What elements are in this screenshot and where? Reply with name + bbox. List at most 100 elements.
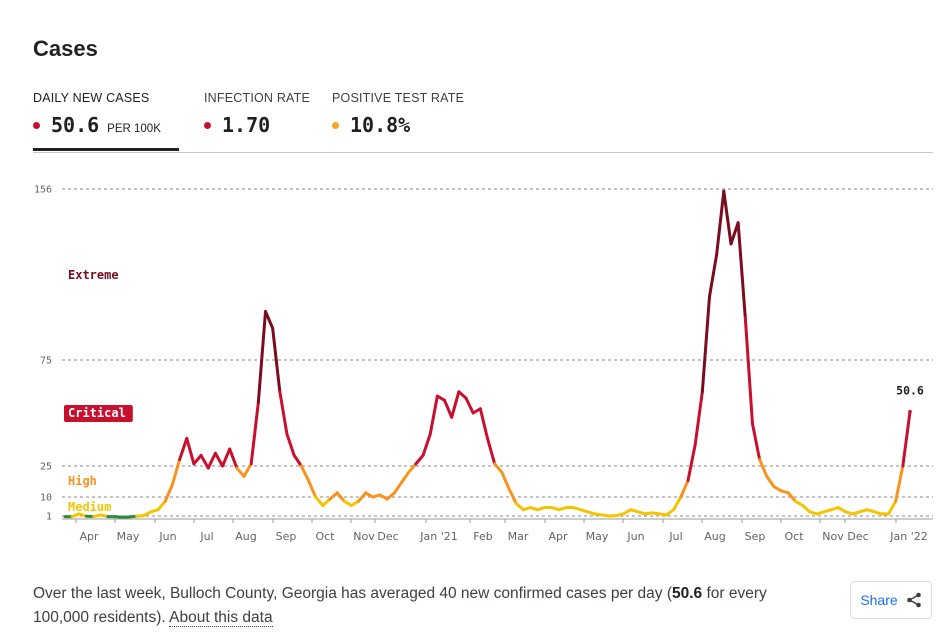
series-line-segment (457, 390, 468, 400)
zone-label: Critical (68, 406, 126, 420)
series-line-segment (264, 309, 275, 330)
series-line-segment (707, 252, 719, 299)
series-line-segment (750, 422, 762, 462)
x-tick-label: Feb (473, 530, 492, 543)
tab-value: 1.70 (222, 113, 271, 137)
tab-value: 50.6 (51, 113, 100, 137)
series-line-segment (715, 189, 726, 256)
last-data-point (908, 409, 912, 414)
page-title: Cases (33, 36, 98, 61)
series-line-segment (450, 390, 461, 419)
series-line-segment (901, 410, 912, 468)
series-line-segment (357, 491, 368, 503)
series-line-segment (228, 447, 239, 470)
series-line-segment (464, 396, 475, 415)
series-line-segment (271, 326, 282, 394)
series-line-segment (178, 436, 189, 462)
cases-chart: 1 10 25 75 156 Extreme Critical High Medium Apr… (34, 185, 933, 543)
caption-value: 50.6 (672, 585, 703, 602)
share-label: Share (860, 592, 898, 608)
series-line-segment (249, 400, 260, 466)
series-line-segment (278, 390, 289, 436)
x-tick-label: Sep (745, 530, 766, 543)
series-line-segment (392, 481, 404, 495)
tab-infection-rate[interactable]: INFECTION RATE 1.70 (204, 90, 314, 151)
series-line-segment (385, 491, 396, 501)
tab-daily-new-cases[interactable]: DAILY NEW CASES 50.6 PER 100K (33, 90, 179, 151)
x-tick-label: Jun (158, 530, 176, 543)
series-line-segment (887, 499, 898, 516)
x-tick-label: Aug (235, 530, 256, 543)
series-line-segment (242, 462, 253, 478)
series-line-segment (500, 470, 511, 491)
tab-unit: PER 100K (107, 123, 161, 135)
x-tick-label: Dec (377, 530, 398, 543)
x-tick-label: Jan '21 (419, 530, 457, 543)
series-line-segment (328, 491, 339, 501)
x-tick-label: Jul (199, 530, 213, 543)
summary-caption: Over the last week, Bulloch County, Geor… (33, 582, 823, 630)
x-tick-label: Nov (353, 530, 375, 543)
about-data-link[interactable]: About this data (169, 609, 273, 627)
zone-badge (64, 405, 133, 422)
tab-label: INFECTION RATE (204, 91, 311, 105)
series-line-segment (170, 458, 182, 487)
series-line-segment (400, 470, 411, 485)
zone-label: High (68, 474, 97, 488)
series-line-segment (700, 295, 711, 394)
series-line-segment (285, 432, 296, 457)
series-line-segment (314, 495, 325, 507)
series-line-segment (156, 499, 167, 512)
y-tick-label: 25 (40, 462, 52, 473)
series-line-segment (686, 443, 697, 482)
series-line-segment (213, 451, 225, 468)
series-line-segment (256, 309, 268, 404)
x-tick-label: Jan '22 (889, 530, 927, 543)
series-line-segment (786, 491, 797, 503)
series-line-segment (693, 390, 704, 447)
tab-label: DAILY NEW CASES (33, 91, 150, 105)
series-line-segment (743, 316, 754, 426)
x-tick-label: Mar (508, 530, 529, 543)
caption-text: for every 100,000 residents). (33, 585, 767, 626)
x-tick-label: Jun (626, 530, 644, 543)
series-line-segment (292, 453, 303, 468)
series-line-segment (299, 464, 310, 482)
series-line-segment (335, 491, 346, 503)
tab-label: POSITIVE TEST RATE (332, 91, 465, 105)
series-line-segment (672, 495, 683, 512)
series-line-segment (801, 503, 812, 514)
x-tick-label: Oct (784, 530, 804, 543)
y-tick-label: 10 (40, 493, 52, 504)
x-tick-label: Apr (548, 530, 568, 543)
metric-tabs: DAILY NEW CASES 50.6 PER 100K INFECTION … (33, 90, 933, 153)
zone-label: Extreme (68, 268, 119, 282)
series-line-segment (206, 451, 217, 470)
series-line-segment (514, 501, 525, 512)
share-button[interactable]: Share (850, 581, 932, 619)
caption-text: Over the last week, Bulloch County, Geor… (33, 585, 672, 602)
critical-dot-icon (204, 122, 211, 129)
tab-positive-test-rate[interactable]: POSITIVE TEST RATE 10.8% (332, 90, 467, 151)
series-line-segment (235, 466, 246, 478)
x-tick-label: May (117, 530, 140, 543)
critical-dot-icon (33, 122, 40, 129)
x-tick-label: Nov (822, 530, 844, 543)
series-line-segment (722, 189, 733, 246)
series-line-segment (679, 478, 690, 499)
x-tick-label: Sep (276, 530, 297, 543)
series-line-segment (894, 464, 905, 503)
series-line-segment (407, 462, 418, 474)
series-line-segment (321, 497, 332, 507)
series-line-segment (758, 458, 769, 478)
x-tick-label: May (586, 530, 609, 543)
last-value-label: 50.6 (896, 384, 924, 398)
x-tick-label: Oct (315, 530, 335, 543)
x-tick-label: Dec (847, 530, 868, 543)
y-tick-label: 75 (40, 356, 52, 367)
series-line-segment (192, 453, 203, 466)
series-line-segment (221, 447, 232, 468)
series-line-segment (414, 453, 425, 466)
series-line-segment (199, 453, 210, 470)
series-line-segment (163, 483, 174, 503)
